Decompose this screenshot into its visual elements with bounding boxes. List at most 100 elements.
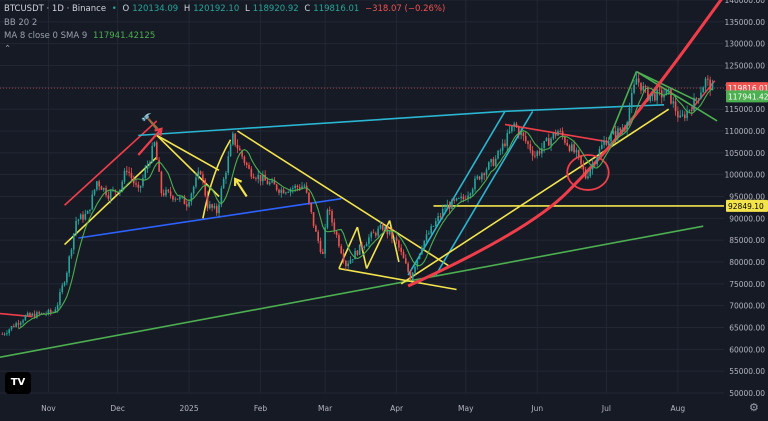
x-tick-label: Jun [530, 404, 543, 413]
candle-body [384, 227, 386, 230]
candle-body [411, 272, 414, 280]
candle-body [432, 226, 435, 227]
candle-body [587, 176, 589, 179]
candle-body [273, 180, 276, 185]
candle-body [441, 208, 444, 217]
candle-body [485, 169, 488, 176]
trendline [237, 130, 451, 268]
candle-body [356, 250, 359, 255]
trendline [78, 197, 342, 239]
y-tick-label: 65000.00 [729, 324, 765, 333]
candle-body [704, 78, 707, 88]
candle-body [338, 235, 340, 247]
candle-body [368, 237, 370, 244]
settings-gear-icon[interactable]: ⚙ [749, 401, 759, 414]
candle-body [15, 323, 17, 327]
candle-body [49, 309, 52, 313]
arrow-shaft [234, 178, 248, 198]
candle-body [278, 189, 280, 193]
candle-body [564, 136, 566, 143]
arrow-head [154, 127, 163, 136]
y-tick-label: 140000.00 [724, 0, 765, 5]
candle-body [86, 211, 89, 214]
candle-body [172, 195, 174, 200]
candle-body [434, 221, 437, 227]
candle-body [248, 164, 250, 169]
candle-body [26, 313, 29, 316]
candle-body [492, 159, 495, 166]
candle-body [241, 150, 243, 157]
candle-body [361, 244, 363, 249]
close-value: 119816.01 [313, 4, 360, 14]
candle-body [3, 333, 6, 335]
candle-body [63, 282, 66, 286]
candle-body [151, 145, 153, 163]
candle-body [153, 142, 156, 146]
candle-body [400, 247, 403, 253]
candle-body [43, 313, 45, 314]
x-tick-label: 2025 [180, 404, 199, 413]
candle-body [218, 204, 220, 214]
candle-body [647, 87, 649, 101]
candle-body [624, 129, 626, 131]
candle-body [453, 199, 456, 201]
candle-body [610, 134, 612, 142]
candle-body [630, 92, 633, 108]
candle-body [202, 174, 204, 180]
candle-body [483, 173, 486, 176]
candle-body [238, 148, 241, 151]
candle-body [633, 84, 635, 93]
candle-body [66, 272, 68, 283]
candle-body [98, 181, 100, 187]
candle-body [414, 266, 416, 273]
candle-body [301, 186, 303, 189]
candle-body [370, 232, 373, 238]
candle-body [6, 333, 8, 334]
candle-body [467, 195, 469, 200]
candle-body [421, 247, 423, 254]
candle-body [174, 198, 177, 200]
candle-body [651, 93, 654, 96]
candle-body [598, 149, 601, 158]
bb-indicator-label[interactable]: BB 20 2 [4, 18, 38, 28]
candle-body [626, 122, 628, 131]
candle-body [573, 144, 575, 153]
candle-body [697, 98, 700, 100]
candle-body [488, 162, 490, 170]
candle-body [513, 123, 515, 127]
candle-body [225, 172, 227, 179]
candle-body [1, 334, 4, 335]
arrow-shaft [137, 128, 163, 156]
dot-indicator: • [111, 4, 117, 14]
trendline [435, 110, 534, 276]
candle-body [531, 150, 534, 156]
candle-body [402, 252, 405, 259]
candle-body [395, 237, 398, 241]
candle-body [197, 171, 200, 178]
candle-body [522, 132, 525, 137]
ma-line [18, 87, 713, 330]
candle-body [517, 127, 520, 136]
candle-body [137, 184, 140, 188]
candle-body [220, 188, 223, 205]
candle-body [77, 219, 80, 221]
y-tick-label: 115000.00 [724, 105, 765, 114]
candle-body [245, 162, 248, 165]
candle-body [130, 172, 133, 179]
candle-body [377, 228, 379, 236]
candle-body [515, 123, 518, 128]
collapse-chevron-icon[interactable]: ⌃ [4, 44, 12, 54]
candle-body [407, 263, 409, 272]
candle-body [317, 231, 319, 241]
axes-layer: 50000.00 55000.00 60000.00 65000.00 70000.00… [41, 0, 768, 413]
candle-body [594, 163, 596, 165]
trendline [0, 225, 704, 358]
candle-body [462, 196, 465, 199]
y-tick-label: 100000.00 [724, 171, 765, 180]
candle-body [188, 201, 190, 207]
tradingview-logo[interactable]: TV [5, 372, 31, 394]
x-tick-label: Apr [390, 404, 404, 413]
ma-indicator-row[interactable]: MA 8 close 0 SMA 9 117941.42125 [4, 31, 158, 41]
